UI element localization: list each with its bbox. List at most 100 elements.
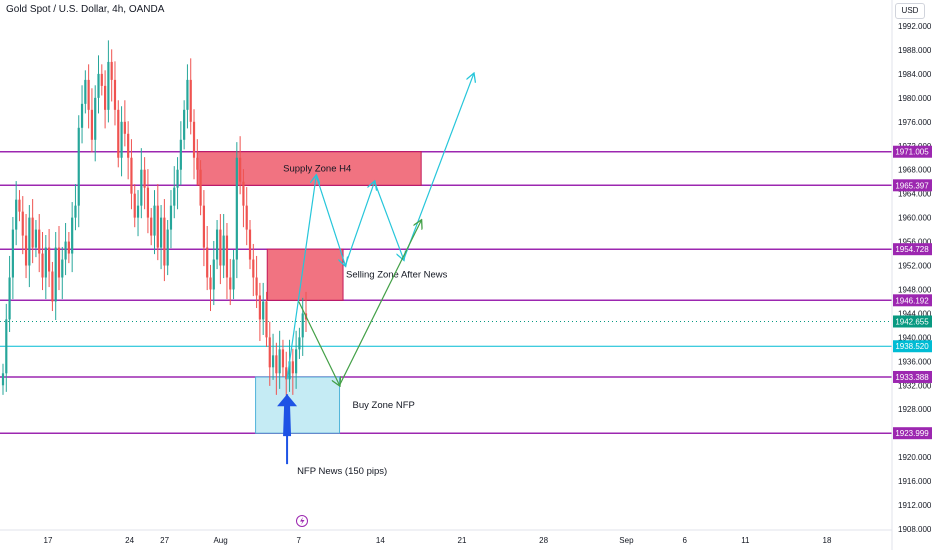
candle-body	[291, 361, 294, 374]
level-price-tag-bg	[893, 243, 932, 256]
level-price-tag-bg	[893, 145, 932, 158]
candle-body	[153, 205, 156, 236]
y-tick-label: 1948.000	[898, 285, 932, 294]
y-tick-label: 1968.000	[898, 166, 932, 175]
candle-body	[8, 277, 11, 320]
level-price-tag: 1923.999	[895, 429, 929, 438]
level-price-tag-bg	[893, 294, 932, 307]
nfp-label: NFP News (150 pips)	[297, 466, 387, 477]
zone-label-buy: Buy Zone NFP	[353, 400, 415, 411]
x-tick-label: 18	[823, 536, 832, 545]
x-tick-label: 7	[296, 536, 301, 545]
candle-body	[281, 349, 285, 368]
candle-body	[18, 199, 21, 212]
y-tick-label: 1980.000	[898, 94, 932, 103]
candle-body	[255, 277, 258, 296]
candle-body	[262, 301, 265, 320]
candle-body	[232, 259, 235, 290]
candle-body	[235, 157, 238, 260]
annotations: NFP News (150 pips)	[277, 394, 387, 527]
blue-level-price-tag: 1938.520	[895, 342, 929, 351]
candle-body	[229, 277, 232, 290]
candle-body	[298, 337, 301, 350]
x-tick-label: 14	[376, 536, 385, 545]
zone-rect	[196, 151, 422, 186]
candle-body	[110, 61, 113, 80]
candle-body	[117, 109, 120, 158]
zone-rect	[255, 376, 341, 434]
lightning-icon-bolt	[300, 517, 305, 525]
candle-body	[127, 133, 130, 158]
x-tick-label: 21	[458, 536, 467, 545]
y-tick-label: 1936.000	[898, 357, 932, 366]
candle-body	[21, 211, 24, 236]
candle-body	[225, 235, 229, 278]
candle-body	[103, 85, 107, 110]
candle-body	[265, 301, 268, 338]
y-tick-label: 1964.000	[898, 190, 932, 199]
candle-body	[212, 259, 215, 290]
candle-body	[130, 157, 133, 194]
y-tick-label: 1920.000	[898, 453, 932, 462]
level-price-tag-bg	[893, 427, 932, 440]
projection-paths	[286, 74, 474, 385]
candle-body	[209, 277, 212, 290]
y-tick-label: 1928.000	[898, 405, 932, 414]
candle-body	[285, 367, 288, 380]
candle-body	[163, 217, 166, 266]
candle-body	[146, 187, 150, 218]
zones: Supply Zone H4 Selling Zone After News Buy…	[196, 151, 448, 434]
candle-body	[248, 229, 252, 260]
level-price-tag-bg	[893, 179, 932, 192]
candle-body	[28, 217, 31, 266]
x-tick-label: Sep	[619, 536, 634, 545]
candles	[1, 40, 308, 398]
candle-body	[54, 247, 57, 302]
candle-body	[1, 373, 5, 386]
candle-body	[87, 79, 90, 110]
zone-rect	[266, 248, 344, 301]
level-price-tag: 1971.005	[895, 148, 929, 157]
currency-button[interactable]: USD	[895, 3, 925, 19]
y-tick-label: 1932.000	[898, 381, 932, 390]
y-tick-label: 1956.000	[898, 238, 932, 247]
candle-body	[57, 247, 61, 278]
candle-body	[5, 319, 8, 374]
candle-body	[94, 97, 97, 140]
x-tick-label: Aug	[213, 536, 227, 545]
candle-body	[169, 205, 173, 230]
horizontal-levels	[0, 150, 892, 434]
level-price-tag: 1933.388	[895, 373, 929, 382]
candle-body	[189, 79, 192, 122]
x-tick-label: 27	[160, 536, 169, 545]
candle-body	[206, 247, 209, 278]
candle-body	[44, 247, 47, 278]
candle-body	[288, 361, 291, 380]
x-tick-label: 24	[125, 536, 134, 545]
candle-body	[196, 157, 199, 170]
candle-body	[242, 181, 245, 206]
candle-body	[120, 121, 123, 158]
candle-body	[199, 169, 202, 206]
candle-body	[31, 217, 34, 248]
x-tick-label: 6	[683, 536, 688, 545]
green-path-segment	[298, 301, 340, 385]
candle-body	[100, 73, 103, 86]
candle-body	[219, 229, 222, 266]
candle-body	[156, 205, 159, 248]
candle-body	[183, 109, 186, 140]
y-tick-label: 1916.000	[898, 477, 932, 486]
y-tick-label: 1988.000	[898, 46, 932, 55]
cyan-path-segment	[315, 175, 345, 266]
candle-body	[159, 217, 163, 248]
candle-body	[97, 73, 100, 98]
current-price-tag: 1942.655	[895, 317, 929, 326]
candle-body	[71, 217, 74, 254]
candle-body	[67, 241, 70, 254]
candle-body	[278, 349, 281, 374]
candle-body	[295, 349, 298, 374]
candle-body	[166, 229, 169, 266]
y-tick-label: 1992.000	[898, 22, 932, 31]
cyan-path-segment	[344, 182, 374, 266]
